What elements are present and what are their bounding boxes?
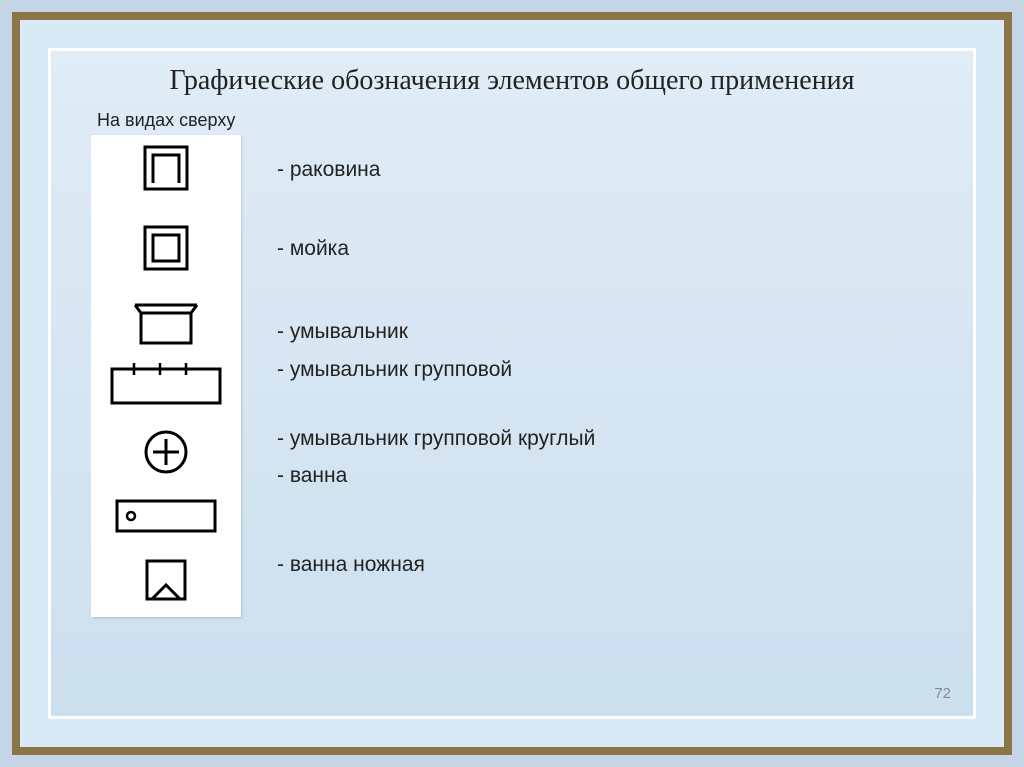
symbol-bathtub-icon [111, 495, 221, 537]
label-round-group-washbasin: - умывальник групповой круглый [277, 426, 595, 451]
symbol-round-group-washbasin-icon [139, 425, 193, 479]
symbol-column [91, 135, 241, 617]
symbol-group-washbasin-icon [106, 359, 226, 409]
symbol-kitchen-sink-icon [137, 219, 195, 277]
symbol-foot-bath-icon [139, 553, 193, 607]
symbol-washbasin-icon [127, 297, 205, 349]
label-kitchen-sink: - мойка [277, 236, 595, 261]
slide-subtitle: На видах сверху [97, 110, 933, 131]
label-bathtub: - ванна [277, 463, 595, 488]
label-sink: - раковина [277, 157, 595, 182]
label-washbasin: - умывальник [277, 319, 595, 344]
page-number: 72 [934, 685, 951, 702]
symbol-sink-icon [137, 141, 195, 199]
labels-column: - раковина - мойка - умывальник - умывал… [241, 135, 595, 577]
outer-frame: Графические обозначения элементов общего… [12, 12, 1012, 755]
label-group-washbasin: - умывальник групповой [277, 357, 595, 382]
slide-title: Графические обозначения элементов общего… [91, 63, 933, 98]
slide-content: Графические обозначения элементов общего… [51, 51, 973, 716]
legend-area: - раковина - мойка - умывальник - умывал… [91, 135, 933, 617]
inner-frame: Графические обозначения элементов общего… [48, 48, 976, 719]
label-foot-bath: - ванна ножная [277, 552, 595, 577]
